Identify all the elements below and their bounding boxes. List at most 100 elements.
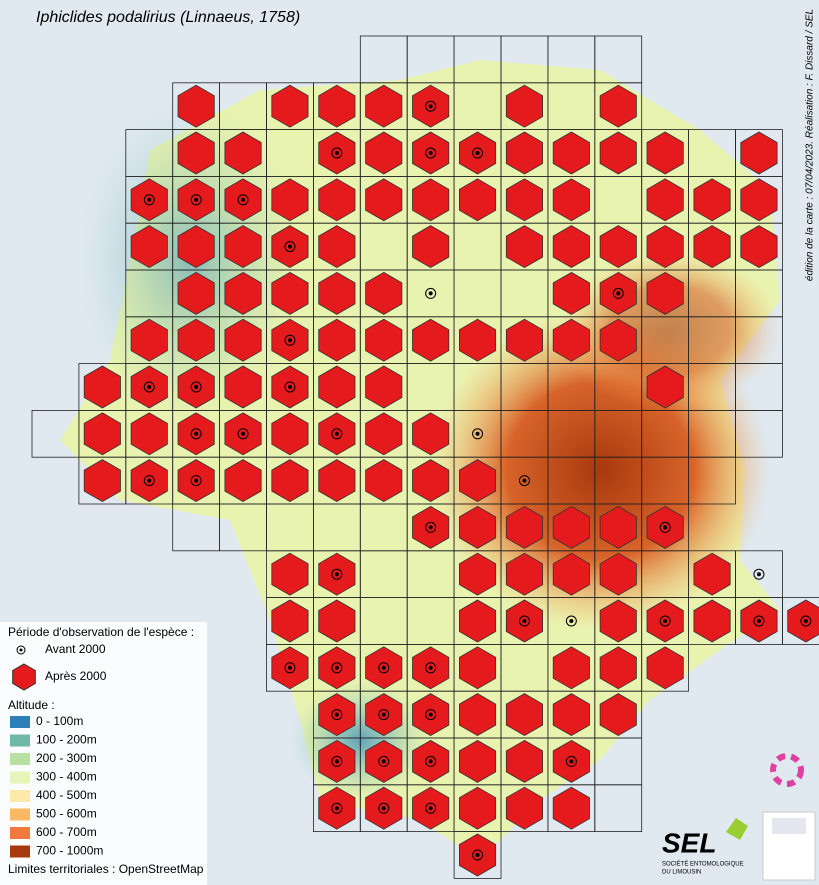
observation-after: [130, 412, 168, 456]
observation-after: [365, 178, 403, 222]
observation-before: [518, 615, 530, 627]
observation-after: [693, 552, 731, 596]
observation-after: [177, 271, 215, 315]
observation-after: [83, 412, 121, 456]
observation-after: [599, 693, 637, 737]
observation-before: [334, 806, 339, 811]
observation-before: [425, 709, 437, 721]
observation-before: [756, 619, 761, 623]
grid: [31, 35, 819, 879]
observation-before: [565, 755, 577, 767]
observation-after: [552, 505, 590, 549]
observation-before: [425, 755, 437, 767]
observation-after: [318, 84, 356, 128]
observation-after: [599, 225, 637, 269]
observation-before: [284, 381, 296, 393]
observation-before: [522, 478, 527, 483]
logo: SEL SOCIÉTÉ ENTOMOLOGIQUE DU LIMOUSIN: [662, 818, 748, 876]
observation-after: [130, 318, 168, 362]
observation-after: [177, 318, 215, 362]
observation-after: [599, 84, 637, 128]
observation-after: [177, 84, 215, 128]
observation-after: [599, 646, 637, 690]
observation-before: [190, 428, 202, 440]
altitude-title: Altitude :: [8, 698, 55, 712]
observation-after: [505, 178, 543, 222]
observation-after: [318, 599, 356, 643]
observation-after: [599, 599, 637, 643]
logo-subtitle: DU LIMOUSIN: [662, 870, 701, 876]
observation-before: [237, 194, 249, 206]
grid-cell: [594, 784, 643, 832]
altitude-swatch: [10, 716, 30, 728]
logo-subtitle: SOCIÉTÉ ENTOMOLOGIQUE: [662, 861, 744, 868]
legend-before: Avant 2000: [45, 642, 106, 656]
legend-hex: [12, 663, 36, 691]
grid-cell: [782, 597, 819, 645]
observation-after: [83, 459, 121, 503]
observation-before: [241, 197, 246, 202]
observation-after: [365, 271, 403, 315]
observation-before: [428, 712, 433, 717]
observation-before: [378, 802, 390, 814]
observation-after: [552, 131, 590, 175]
source: Limites territoriales : OpenStreetMap: [8, 862, 204, 876]
observation-before: [565, 615, 577, 627]
observation-after: [505, 84, 543, 128]
observation-after: [552, 318, 590, 362]
observation-before: [753, 568, 765, 580]
observation-before: [287, 244, 292, 249]
observation-after: [459, 739, 497, 783]
observation-after: [693, 599, 731, 643]
altitude-label: 400 - 500m: [36, 788, 97, 802]
observation-before: [425, 287, 437, 299]
observation-before: [381, 759, 386, 764]
observation-after: [505, 131, 543, 175]
altitude-label: 300 - 400m: [36, 770, 97, 784]
observation-after: [552, 552, 590, 596]
observation-after: [365, 459, 403, 503]
observation-before: [331, 755, 343, 767]
observation-after: [505, 693, 543, 737]
observation-after: [130, 225, 168, 269]
legend-box: [0, 622, 207, 885]
observation-after: [740, 225, 778, 269]
observation-before: [522, 619, 527, 623]
observation-after: [459, 459, 497, 503]
observation-before: [331, 709, 343, 721]
observation-after: [505, 786, 543, 830]
observation-before: [194, 478, 199, 483]
observation-after: [365, 131, 403, 175]
observation-after: [318, 365, 356, 409]
observation-before: [194, 385, 199, 389]
altitude-label: 500 - 600m: [36, 807, 97, 821]
observation-before: [753, 615, 765, 627]
observation-after: [599, 318, 637, 362]
observation-after: [599, 552, 637, 596]
grid-cell: [453, 831, 502, 879]
observation-before: [194, 197, 199, 202]
observation-before: [284, 334, 296, 346]
observation-after: [646, 646, 684, 690]
observation-before: [472, 849, 484, 861]
observation-after: [224, 365, 262, 409]
observation-after: [177, 131, 215, 175]
observation-before: [472, 147, 484, 159]
observation-after: [505, 505, 543, 549]
observation-after: [365, 84, 403, 128]
observation-after: [224, 225, 262, 269]
legend-dot: [19, 648, 23, 652]
observation-before: [147, 197, 152, 202]
grid-cell: [688, 456, 736, 505]
observation-after: [318, 318, 356, 362]
observation-after: [224, 318, 262, 362]
observation-before: [378, 709, 390, 721]
observation-after: [412, 412, 450, 456]
observation-after: [224, 271, 262, 315]
observation-after: [693, 225, 731, 269]
legend-title: Période d'observation de l'espèce :: [8, 625, 194, 639]
observation-after: [271, 459, 309, 503]
observation-before: [378, 662, 390, 674]
observation-before: [147, 385, 152, 389]
observation-before: [428, 151, 433, 155]
